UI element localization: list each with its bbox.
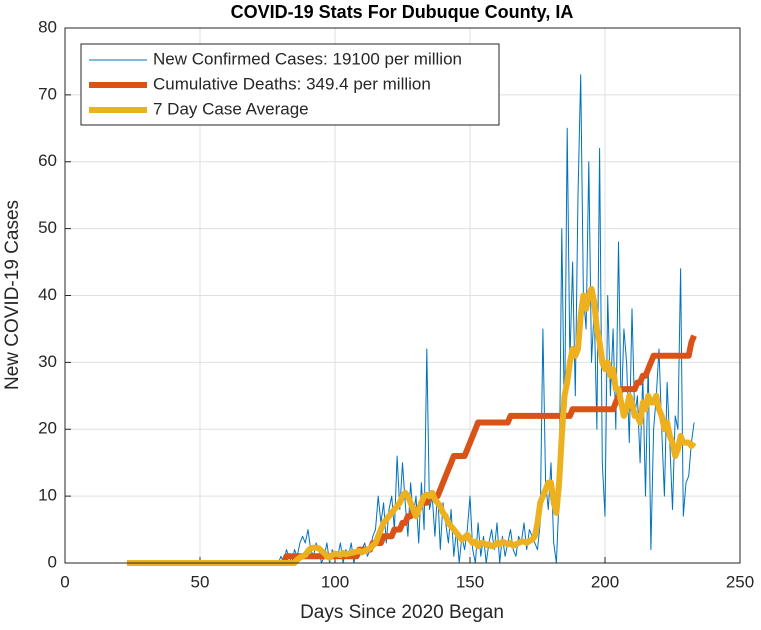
y-tick-label: 50 bbox=[38, 218, 57, 237]
y-tick-label: 80 bbox=[38, 17, 57, 36]
x-tick-label: 200 bbox=[591, 572, 619, 591]
y-tick-label: 70 bbox=[38, 84, 57, 103]
legend-label: 7 Day Case Average bbox=[153, 99, 309, 118]
legend-label: Cumulative Deaths: 349.4 per million bbox=[153, 74, 431, 93]
x-axis-label: Days Since 2020 Began bbox=[300, 602, 504, 623]
chart-title: COVID-19 Stats For Dubuque County, IA bbox=[231, 2, 574, 22]
x-tick-label: 0 bbox=[60, 572, 69, 591]
y-tick-label: 40 bbox=[38, 285, 57, 304]
y-tick-label: 60 bbox=[38, 151, 57, 170]
axes-box bbox=[64, 27, 741, 564]
y-tick-label: 20 bbox=[38, 419, 57, 438]
x-tick-label: 250 bbox=[726, 572, 754, 591]
legend-box bbox=[80, 43, 500, 126]
x-tick-label: 50 bbox=[191, 572, 210, 591]
x-tick-label: 150 bbox=[456, 572, 484, 591]
y-tick-label: 30 bbox=[38, 352, 57, 371]
legend-label: New Confirmed Cases: 19100 per million bbox=[153, 49, 462, 68]
y-tick-label: 10 bbox=[38, 486, 57, 505]
x-tick-label: 100 bbox=[321, 572, 349, 591]
y-axis-label: New COVID-19 Cases bbox=[2, 200, 23, 390]
y-tick-label: 0 bbox=[48, 552, 57, 571]
